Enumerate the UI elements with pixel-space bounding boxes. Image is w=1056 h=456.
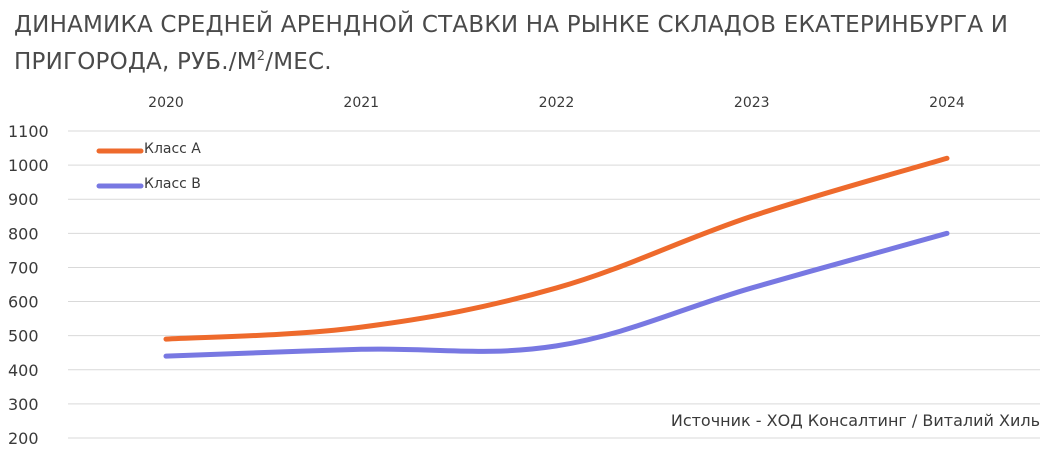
y-tick-label: 500 [8, 327, 39, 346]
chart-title-main: ДИНАМИКА СРЕДНЕЙ АРЕНДНОЙ СТАВКИ НА РЫНК… [14, 12, 1009, 75]
gridlines [68, 130, 1040, 439]
y-axis-ticks: 1100 1000 900 800 700 600 500 400 300 200 [8, 122, 49, 448]
y-tick-label: 400 [8, 361, 39, 380]
series-lines [163, 155, 950, 359]
y-tick-label: 900 [8, 190, 39, 209]
series-line-1 [163, 155, 950, 342]
y-tick-label: 800 [8, 224, 39, 243]
chart-title-tail: /МЕС. [265, 49, 332, 75]
y-tick-label: 300 [8, 395, 39, 414]
x-axis-ticks: 2020 2021 2022 2023 2024 [148, 95, 965, 111]
legend-label-2: Класс В [144, 176, 201, 192]
y-tick-label: 200 [8, 429, 39, 448]
legend: Класс А Класс В [96, 141, 201, 192]
y-tick-label: 600 [8, 293, 39, 312]
series-line-2 [163, 230, 950, 359]
x-tick-label: 2021 [343, 95, 379, 111]
chart-title: ДИНАМИКА СРЕДНЕЙ АРЕНДНОЙ СТАВКИ НА РЫНК… [14, 10, 1044, 78]
x-tick-label: 2024 [929, 95, 965, 111]
y-tick-label: 1100 [8, 122, 49, 141]
source-note: Источник - ХОД Консалтинг / Виталий Хиль [670, 411, 1040, 430]
chart-title-superscript: 2 [256, 49, 266, 64]
x-tick-label: 2020 [148, 95, 184, 111]
x-tick-label: 2022 [539, 95, 575, 111]
y-tick-label: 1000 [8, 156, 49, 175]
x-tick-label: 2023 [734, 95, 770, 111]
legend-label-1: Класс А [144, 141, 201, 157]
y-tick-label: 700 [8, 258, 39, 277]
